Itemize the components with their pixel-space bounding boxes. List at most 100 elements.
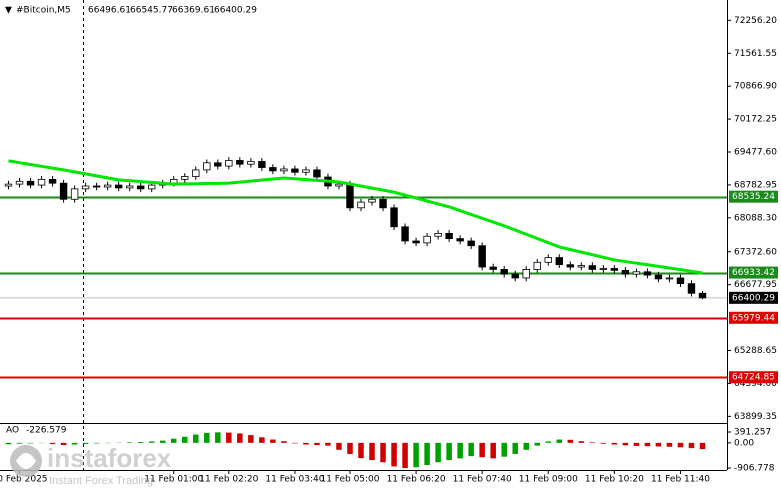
candle-body — [566, 264, 575, 268]
candle-body — [247, 160, 255, 165]
level-tag — [729, 371, 778, 384]
candle-body — [280, 168, 288, 172]
candle-body — [302, 169, 310, 173]
candle-body — [533, 261, 541, 270]
x-tick-label: 11 Feb 09:00 — [519, 475, 578, 485]
candle-body — [643, 271, 652, 276]
candle-body — [70, 188, 79, 200]
x-tick-label: 11 Feb 11:40 — [651, 475, 710, 485]
candle-body — [181, 176, 189, 180]
candle-body — [103, 184, 112, 188]
y-tick-label: 72256.20 — [734, 16, 777, 26]
watermark: instaforex Instant Forex Trading — [10, 443, 172, 487]
y-tick-label: 68088.30 — [734, 213, 777, 223]
candle-body — [687, 283, 696, 294]
y-tick-label: 70172.25 — [734, 115, 777, 125]
watermark-name: instaforex — [47, 443, 172, 473]
x-tick-label: 11 Feb 05:00 — [320, 475, 379, 485]
x-tick-label: 11 Feb 02:20 — [199, 475, 258, 485]
level-label: 68535.24 — [732, 192, 775, 202]
candle-body — [610, 268, 619, 271]
candle-body — [81, 185, 90, 190]
header-high: 66545.77 — [130, 6, 173, 16]
candle-body — [192, 169, 200, 177]
y-tick-label: 66677.95 — [734, 280, 777, 290]
x-tick-label: 11 Feb 10:20 — [585, 475, 644, 485]
candle-body — [577, 265, 586, 268]
candle-body — [258, 160, 266, 168]
candle-body — [26, 180, 35, 186]
price-tag — [729, 291, 778, 304]
chart-title: #Bitcoin,M5 — [16, 6, 71, 16]
candle-body — [59, 182, 68, 200]
candle-body — [522, 269, 530, 279]
candle-body — [225, 160, 233, 167]
candle-body — [390, 207, 398, 228]
candle-body — [357, 201, 365, 209]
y2-tick-label: 0.00 — [734, 438, 754, 448]
candle-body — [456, 238, 464, 242]
candle-body — [423, 235, 431, 244]
candle-body — [136, 185, 145, 190]
price-label: 66400.29 — [732, 293, 775, 303]
y-tick-label: 71561.55 — [734, 49, 777, 59]
candle-body — [214, 162, 222, 167]
level-label: 65979.44 — [732, 313, 775, 323]
header-low: 66369.61 — [172, 6, 215, 16]
candle-body — [4, 183, 13, 187]
candle-body — [114, 184, 123, 189]
candle-body — [313, 169, 321, 178]
y-tick-label: 63899.35 — [734, 412, 777, 422]
y-tick-label: 69477.60 — [734, 148, 777, 158]
candle-body — [346, 183, 354, 209]
candle-body — [665, 277, 674, 280]
candle-body — [478, 245, 486, 268]
y-tick-label: 68782.95 — [734, 180, 777, 190]
candle-body — [269, 167, 277, 172]
candle-body — [544, 257, 552, 263]
candle-body — [654, 274, 663, 280]
x-tick-label: 11 Feb 06:20 — [387, 475, 446, 485]
candle-body — [445, 233, 453, 240]
candle-body — [48, 178, 57, 184]
candle-body — [148, 184, 156, 190]
indicator-name: AO — [6, 426, 19, 436]
candle-body — [500, 269, 508, 275]
candle-body — [92, 185, 101, 188]
header-close: 66400.29 — [214, 6, 257, 16]
candle-body — [379, 198, 387, 209]
candle-body — [401, 226, 409, 242]
y-tick-label: 67372.60 — [734, 247, 777, 257]
y-tick-label: 64594.00 — [734, 379, 777, 389]
candle-body — [511, 273, 519, 279]
candle-body — [599, 268, 608, 270]
candle-body — [467, 240, 475, 247]
candle-body — [434, 233, 442, 237]
moving-average — [8, 159, 703, 275]
level-tag — [729, 311, 778, 324]
candle-body — [698, 292, 707, 299]
x-tick-label: 10 Feb 2025 — [0, 475, 48, 485]
indicator-value: -226.579 — [26, 426, 67, 436]
candle-body — [632, 271, 641, 275]
candle-body — [203, 162, 211, 171]
candle-body — [368, 198, 376, 203]
candle-body — [555, 257, 563, 266]
candle-body — [621, 269, 630, 275]
candle-body — [676, 277, 685, 285]
candle-body — [291, 168, 299, 173]
candle-body — [412, 240, 420, 244]
candle-body — [588, 265, 597, 270]
y-tick-label: 70866.90 — [734, 82, 777, 92]
level-tag — [729, 190, 778, 203]
y2-tick-label: 391.257 — [734, 428, 771, 438]
candle-body — [335, 183, 343, 187]
level-label: 64724.85 — [732, 373, 775, 383]
x-tick-label: 11 Feb 01:00 — [144, 475, 203, 485]
candle-body — [125, 185, 134, 189]
candle-body — [236, 160, 244, 165]
header-open: 66496.61 — [88, 6, 131, 16]
candle-body — [489, 266, 497, 270]
